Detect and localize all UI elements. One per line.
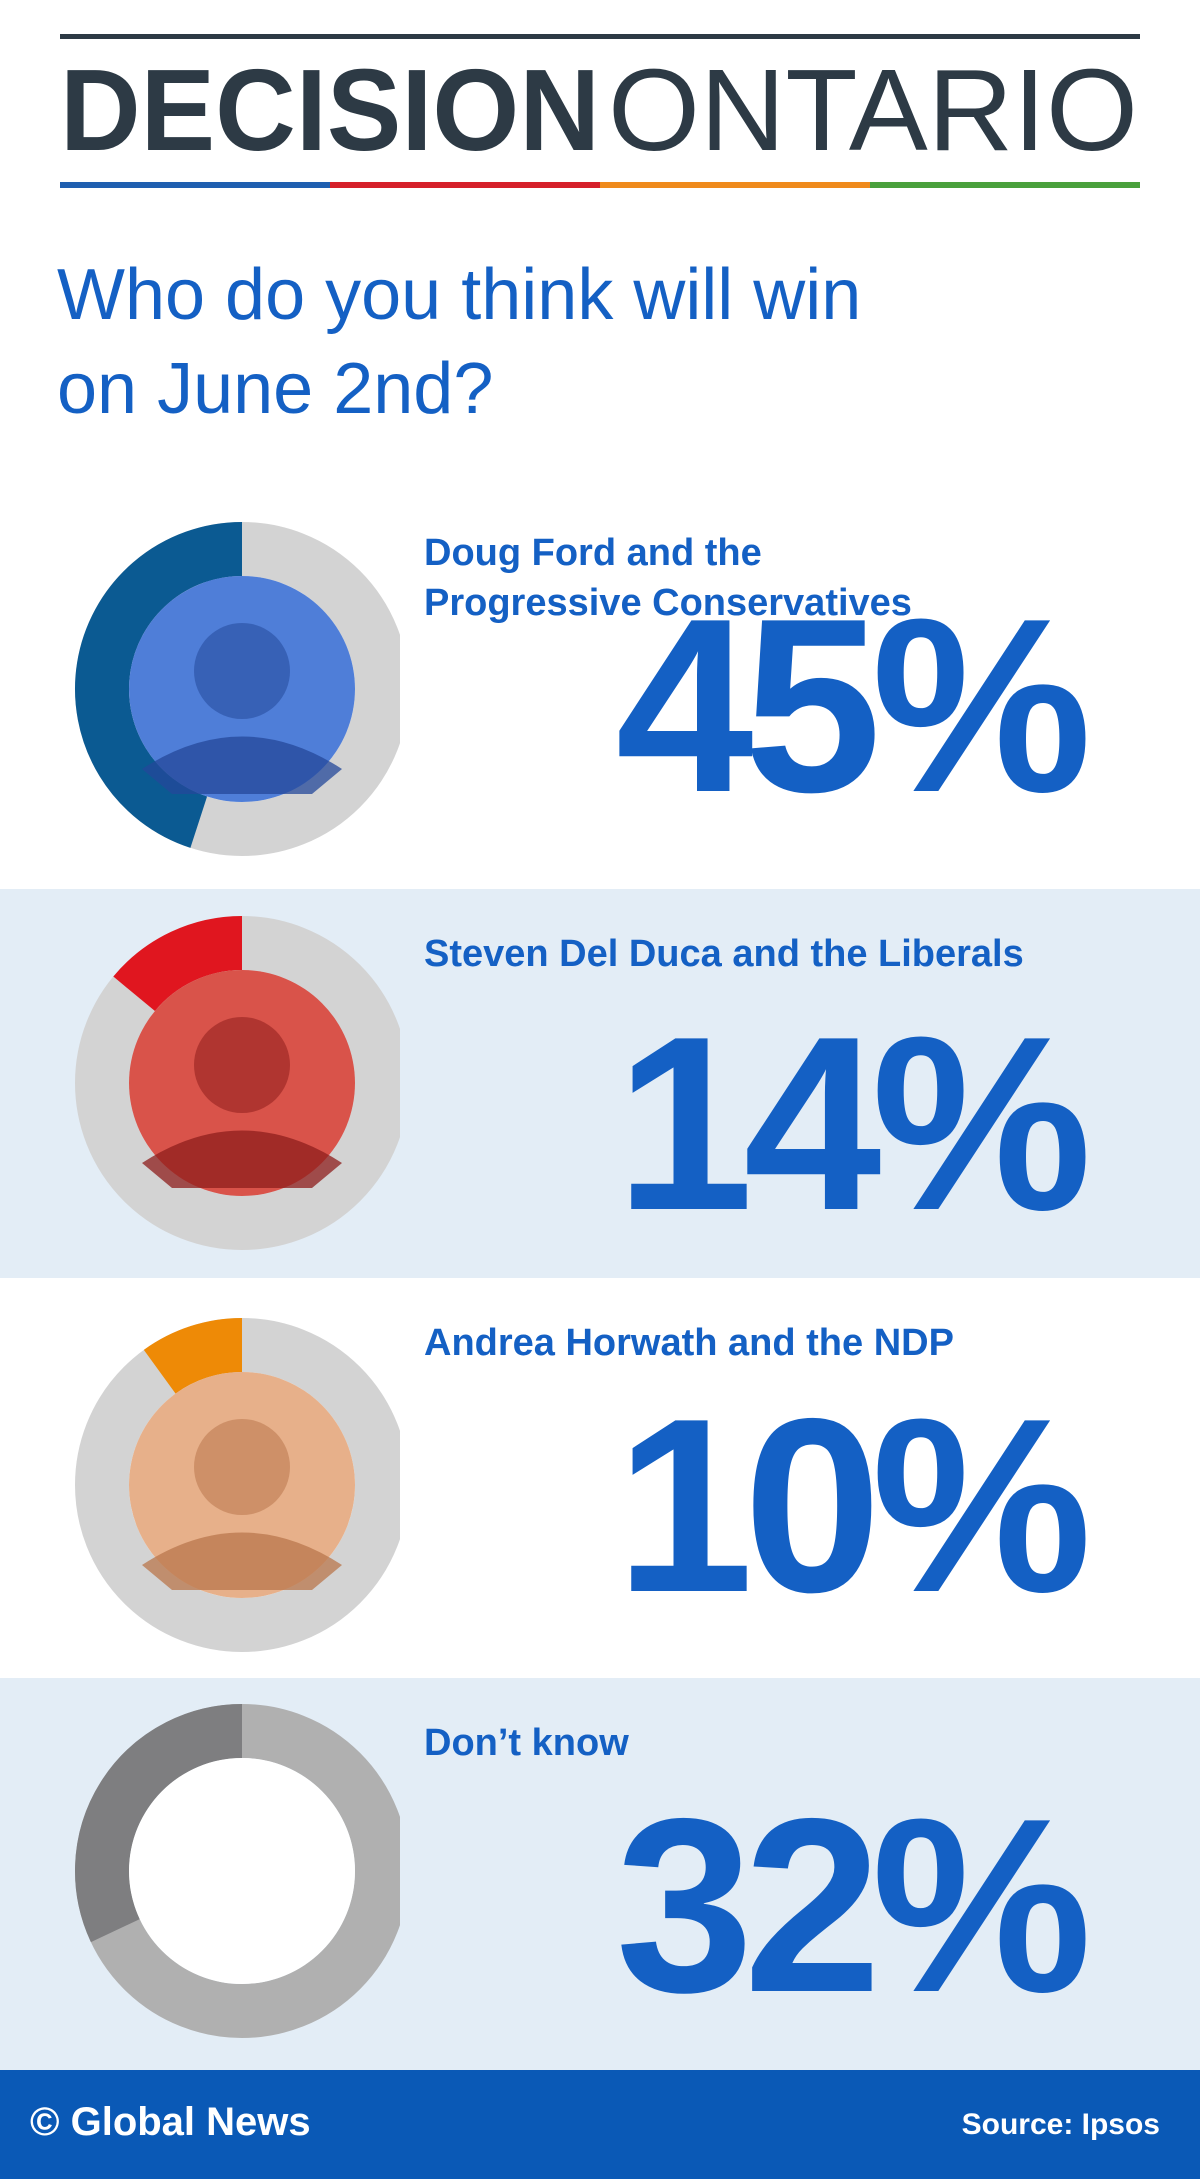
donut-segment [113, 916, 243, 1012]
rule-green [870, 182, 1140, 188]
donut-segment [75, 522, 243, 848]
portrait-body [142, 1130, 342, 1188]
row: 32% Don’t know [0, 1678, 1200, 2070]
donut-chart [75, 1318, 400, 1652]
credit: © Global News [30, 2100, 311, 2144]
candidate-name: Don’t know [424, 1722, 629, 1764]
brand-bold: DECISION [60, 45, 600, 175]
percent-label: 32% [615, 1766, 1092, 2044]
donut-segment [143, 1318, 243, 1395]
percent-label: 14% [615, 984, 1092, 1262]
header: DECISION ONTARIO [60, 34, 1140, 188]
donut-chart [75, 522, 400, 856]
portrait [129, 1758, 355, 1984]
brand-light: ONTARIO [608, 45, 1138, 175]
percent-label: 45% [615, 566, 1092, 844]
percent-label: 10% [615, 1366, 1092, 1644]
row: 10% Andrea Horwath and the NDP [0, 1278, 1200, 1678]
rule-red [330, 182, 600, 188]
donut-chart [75, 1704, 400, 2038]
row: 45% Doug Ford and the Progressive Conserv… [0, 486, 1200, 889]
row: 14% Steven Del Duca and the Liberals [0, 889, 1200, 1278]
header-rule [60, 34, 1140, 39]
donut-chart [75, 916, 400, 1250]
candidate-name: Doug Ford and the Progressive Conservati… [424, 532, 912, 624]
rule-orange [600, 182, 870, 188]
portrait-head [194, 1419, 290, 1515]
title: Who do you think will win on June 2nd? [57, 255, 862, 429]
candidate-name: Andrea Horwath and the NDP [424, 1322, 954, 1364]
portrait-body [142, 736, 342, 794]
rule-blue [60, 182, 330, 188]
portrait-head [194, 1017, 290, 1113]
footer: © Global News Source: Ipsos [0, 2070, 1200, 2179]
candidate-name: Steven Del Duca and the Liberals [424, 933, 1024, 975]
portrait-head [194, 623, 290, 719]
portrait-body [142, 1532, 342, 1590]
source: Source: Ipsos [961, 2108, 1160, 2141]
donut-segment [75, 1704, 243, 1943]
